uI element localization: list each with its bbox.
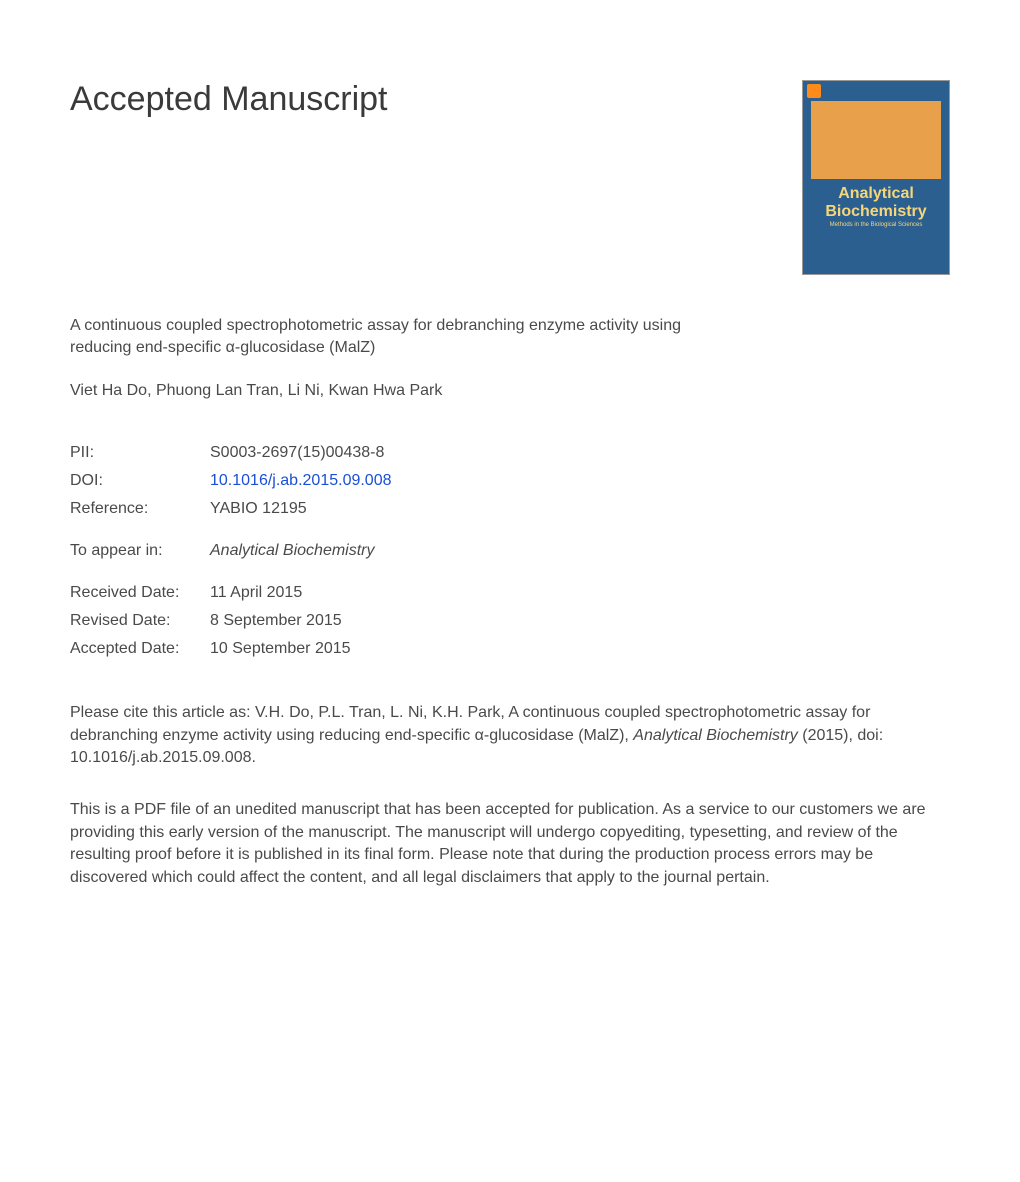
cover-journal-subtitle: Methods in the Biological Sciences	[809, 222, 943, 228]
cover-top-band	[803, 81, 949, 101]
cover-journal-title-line2: Biochemistry	[809, 203, 943, 221]
elsevier-logo-icon	[807, 84, 821, 98]
manuscript-metadata-table: PII: S0003-2697(15)00438-8 DOI: 10.1016/…	[70, 444, 950, 658]
received-label: Received Date:	[70, 584, 210, 602]
pii-label: PII:	[70, 444, 210, 462]
header-row: Accepted Manuscript Analytical Biochemis…	[70, 80, 950, 275]
citation-text: Please cite this article as: V.H. Do, P.…	[70, 702, 950, 769]
received-value: 11 April 2015	[210, 584, 302, 602]
meta-row-revised: Revised Date: 8 September 2015	[70, 612, 950, 630]
cover-bottom-band	[803, 238, 949, 274]
reference-label: Reference:	[70, 500, 210, 518]
doi-link[interactable]: 10.1016/j.ab.2015.09.008	[210, 472, 392, 490]
cover-orange-band	[811, 101, 941, 179]
article-title: A continuous coupled spectrophotometric …	[70, 315, 710, 358]
cover-title-area: Analytical Biochemistry Methods in the B…	[803, 181, 949, 232]
authors-list: Viet Ha Do, Phuong Lan Tran, Li Ni, Kwan…	[70, 382, 950, 400]
appear-value: Analytical Biochemistry	[210, 542, 375, 560]
accepted-manuscript-heading: Accepted Manuscript	[70, 80, 388, 119]
cover-journal-title-line1: Analytical	[809, 185, 943, 203]
citation-journal-name: Analytical Biochemistry	[633, 727, 798, 744]
accepted-label: Accepted Date:	[70, 640, 210, 658]
doi-label: DOI:	[70, 472, 210, 490]
meta-row-doi: DOI: 10.1016/j.ab.2015.09.008	[70, 472, 950, 490]
appear-label: To appear in:	[70, 542, 210, 560]
meta-row-pii: PII: S0003-2697(15)00438-8	[70, 444, 950, 462]
pii-value: S0003-2697(15)00438-8	[210, 444, 384, 462]
accepted-value: 10 September 2015	[210, 640, 351, 658]
meta-row-accepted: Accepted Date: 10 September 2015	[70, 640, 950, 658]
meta-row-received: Received Date: 11 April 2015	[70, 584, 950, 602]
meta-row-appear: To appear in: Analytical Biochemistry	[70, 542, 950, 560]
reference-value: YABIO 12195	[210, 500, 307, 518]
journal-cover-thumbnail: Analytical Biochemistry Methods in the B…	[802, 80, 950, 275]
meta-row-reference: Reference: YABIO 12195	[70, 500, 950, 518]
disclaimer-text: This is a PDF file of an unedited manusc…	[70, 799, 950, 889]
revised-value: 8 September 2015	[210, 612, 342, 630]
revised-label: Revised Date:	[70, 612, 210, 630]
